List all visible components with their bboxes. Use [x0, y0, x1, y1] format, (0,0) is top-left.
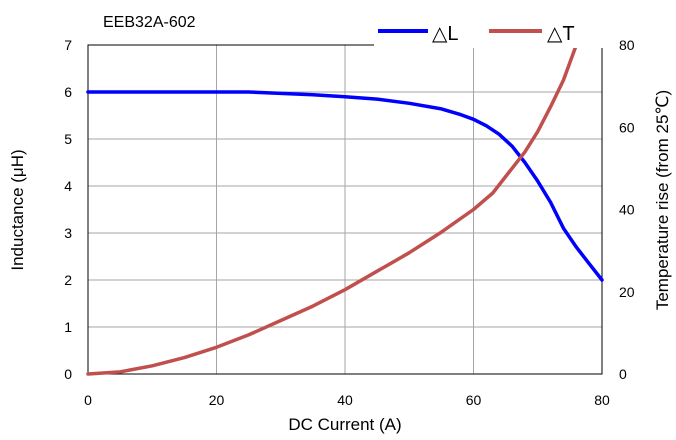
plot-area-border	[87, 44, 603, 375]
legend-label-delta-t: △T	[547, 23, 575, 45]
y-right-tick-label: 60	[619, 119, 635, 135]
y-left-tick-label: 3	[64, 225, 72, 241]
y-left-tick-label: 6	[64, 84, 72, 100]
y-right-tick-label: 0	[619, 366, 627, 382]
x-tick-label: 40	[337, 392, 353, 408]
x-tick-label: 80	[594, 392, 610, 408]
y-axis-right-label: Temperature rise (from 25℃)	[653, 90, 672, 310]
y-left-tick-label: 1	[64, 319, 72, 335]
y-left-tick-label: 7	[64, 37, 72, 53]
x-tick-label: 20	[209, 392, 225, 408]
chart-title: EEB32A-602	[103, 14, 196, 31]
series-layer	[86, 43, 604, 376]
x-tick-label: 0	[84, 392, 92, 408]
y-left-tick-label: 5	[64, 131, 72, 147]
series-line-delta-t	[86, 43, 579, 376]
tick-labels: 0 20 40 60 80 0 1 2 3 4 5 6 7 0 20 40 60 80	[64, 37, 635, 408]
y-left-tick-label: 2	[64, 272, 72, 288]
y-left-tick-label: 4	[64, 178, 72, 194]
x-axis-label: DC Current (A)	[288, 415, 401, 434]
series-line-delta-l	[86, 90, 604, 282]
y-right-tick-label: 80	[619, 37, 635, 53]
y-left-tick-label: 0	[64, 366, 72, 382]
legend-label-delta-l: △L	[432, 23, 459, 45]
y-right-tick-label: 20	[619, 284, 635, 300]
legend: △L △T	[374, 18, 614, 48]
y-right-tick-label: 40	[619, 202, 635, 218]
x-tick-label: 60	[466, 392, 482, 408]
y-axis-left-label: Inductance (μH)	[8, 149, 27, 270]
